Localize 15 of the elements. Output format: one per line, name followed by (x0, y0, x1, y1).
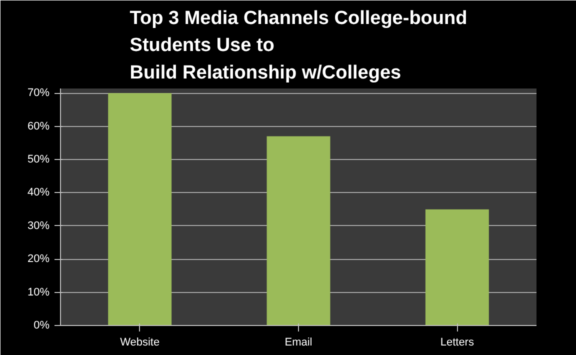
chart-title: Top 3 Media Channels College-bound Students Use to Build Relationship w/Colleges (130, 8, 468, 84)
y-tick-label: 70% (27, 87, 50, 100)
y-tick-label: 50% (27, 154, 50, 166)
bar (425, 209, 489, 326)
y-tick-label: 0% (34, 320, 50, 332)
y-tick-label: 20% (27, 253, 50, 266)
y-tick-label: 10% (27, 286, 50, 298)
x-tick-label: Letters (440, 336, 474, 348)
y-tick-label: 40% (27, 186, 50, 199)
y-tick-label: 30% (27, 220, 50, 232)
x-tick-label: Website (120, 336, 160, 348)
bar (266, 136, 330, 326)
x-tick-label: Email (284, 336, 312, 348)
y-tick-label: 60% (27, 120, 50, 132)
bar (108, 93, 172, 326)
